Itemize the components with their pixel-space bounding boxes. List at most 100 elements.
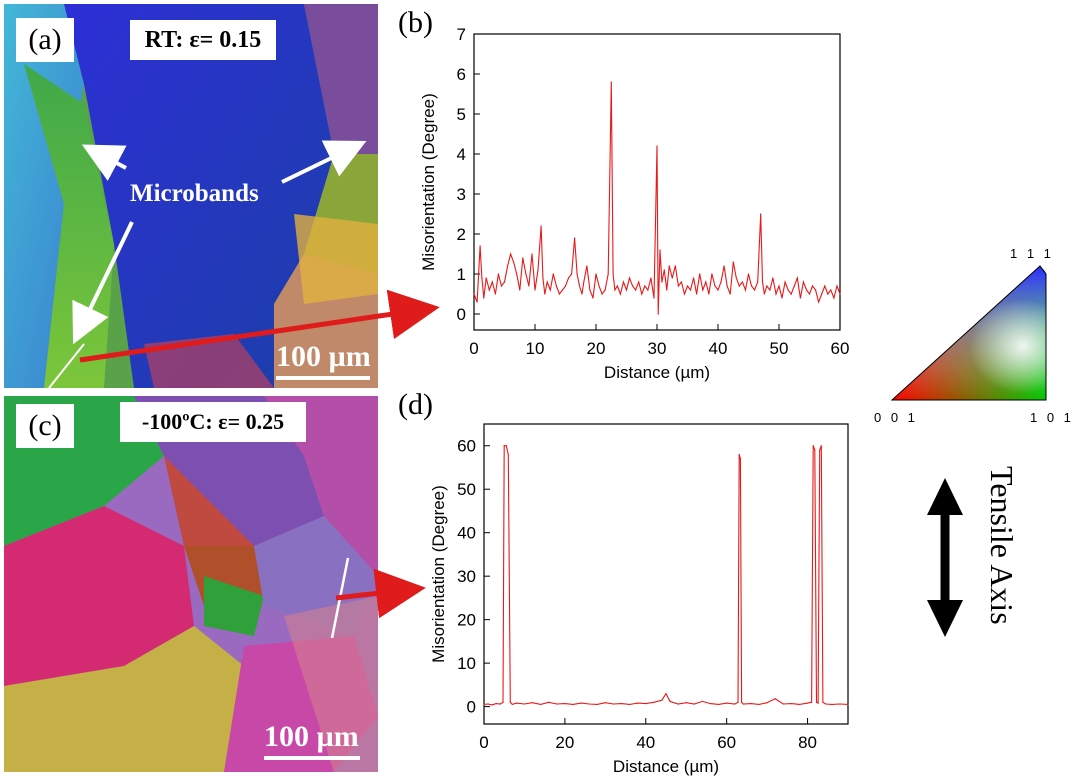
data-point xyxy=(805,289,808,291)
data-point xyxy=(506,265,509,267)
x-tick-label: 60 xyxy=(831,339,850,358)
plot-frame xyxy=(483,423,849,725)
data-point xyxy=(793,285,795,287)
data-point xyxy=(708,293,710,295)
data-point xyxy=(677,285,679,287)
data-point xyxy=(499,703,501,705)
x-tick-label: 0 xyxy=(479,733,488,752)
scale-bar-a-label: 100 µm xyxy=(276,340,371,373)
data-point xyxy=(659,249,661,251)
data-point xyxy=(544,293,546,295)
data-point xyxy=(814,449,816,451)
data-point xyxy=(515,702,517,704)
data-point xyxy=(775,293,777,295)
data-point xyxy=(683,293,686,295)
y-tick-label: 5 xyxy=(457,105,466,124)
data-point xyxy=(574,237,576,239)
data-point xyxy=(647,289,649,291)
data-point xyxy=(819,449,821,451)
data-point xyxy=(739,458,742,460)
data-point xyxy=(473,293,475,295)
data-point xyxy=(668,265,670,267)
data-point xyxy=(782,703,784,705)
data-point xyxy=(824,285,826,287)
data-point xyxy=(578,285,581,287)
data-point xyxy=(572,703,574,706)
data-point xyxy=(479,245,481,247)
data-point xyxy=(820,445,822,447)
y-tick-label: 6 xyxy=(457,65,466,84)
data-point xyxy=(494,293,496,295)
data-point xyxy=(531,702,534,704)
data-point xyxy=(483,703,485,706)
data-point xyxy=(699,273,701,275)
y-tick-label: 10 xyxy=(457,654,476,673)
y-tick-label: 4 xyxy=(457,145,466,164)
data-point xyxy=(802,281,805,283)
tensile-axis-label: Tensile Axis xyxy=(984,466,1020,625)
data-point xyxy=(674,265,676,267)
data-point xyxy=(525,273,527,275)
y-tick-label: 0 xyxy=(467,698,476,717)
data-point xyxy=(561,289,564,291)
data-point xyxy=(833,297,835,299)
data-point xyxy=(625,289,628,291)
data-point xyxy=(616,285,618,287)
data-point xyxy=(665,692,667,695)
data-point xyxy=(741,281,744,283)
data-point xyxy=(696,293,698,295)
data-point xyxy=(620,702,623,705)
data-point xyxy=(637,702,639,704)
data-point xyxy=(564,702,566,705)
data-point xyxy=(778,285,780,287)
data-point xyxy=(491,281,493,283)
data-point xyxy=(546,281,548,283)
data-point xyxy=(576,273,578,275)
data-point xyxy=(734,703,736,705)
data-point xyxy=(552,273,554,275)
data-point xyxy=(711,273,713,275)
data-point xyxy=(645,702,647,705)
data-point xyxy=(799,297,801,299)
data-point xyxy=(598,285,600,287)
data-point xyxy=(481,277,483,279)
micrograph-c xyxy=(4,396,378,772)
y-tick-label: 30 xyxy=(457,567,476,586)
data-point xyxy=(726,285,728,287)
data-point xyxy=(503,445,505,447)
panel-c-condition: -100ºC: ε= 0.25 xyxy=(120,402,306,442)
data-point xyxy=(528,285,530,287)
data-point xyxy=(491,704,493,706)
y-tick-label: 7 xyxy=(457,25,466,44)
data-point xyxy=(513,261,515,263)
data-point xyxy=(839,293,841,295)
data-point xyxy=(798,703,801,706)
data-point xyxy=(787,289,789,291)
data-point xyxy=(487,703,489,705)
data-point xyxy=(677,703,679,705)
data-point xyxy=(702,289,704,291)
data-point xyxy=(614,289,616,291)
data-point xyxy=(766,702,768,704)
data-point xyxy=(693,703,695,705)
y-tick-label: 1 xyxy=(457,265,466,284)
data-point xyxy=(531,253,533,255)
ipf-label-111: 1 1 1 xyxy=(1010,246,1054,261)
data-point xyxy=(680,281,683,283)
micrograph-c-image xyxy=(4,396,378,772)
y-tick-label: 3 xyxy=(457,185,466,204)
data-point xyxy=(483,297,485,299)
data-point xyxy=(806,702,809,704)
x-tick-label: 20 xyxy=(555,733,574,752)
x-axis-label: Distance (µm) xyxy=(604,363,710,382)
data-point xyxy=(571,273,573,275)
x-axis-label: Distance (µm) xyxy=(613,757,719,776)
data-point xyxy=(732,261,734,263)
data-point xyxy=(604,289,606,291)
data-point xyxy=(583,281,585,283)
y-axis-label: Misorientation (Degree) xyxy=(429,485,448,663)
data-point xyxy=(564,285,567,287)
data-point xyxy=(742,703,744,705)
data-point xyxy=(558,293,561,295)
